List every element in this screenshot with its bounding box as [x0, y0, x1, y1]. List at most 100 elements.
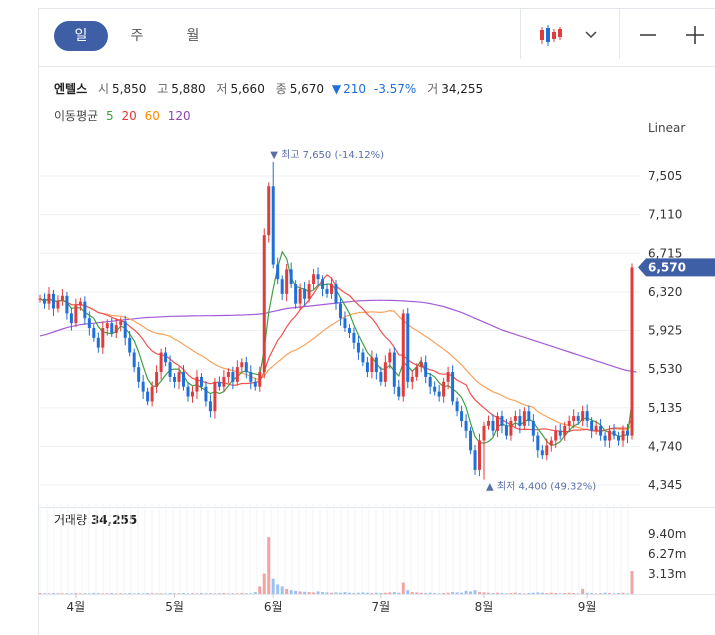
volume-bar: [123, 593, 127, 594]
volume-bar: [437, 593, 441, 594]
candle-body: [608, 430, 612, 441]
low-annotation: ▲ 최저 4,400 (49.32%): [486, 481, 596, 493]
volume-bar: [235, 593, 239, 594]
candle-body: [469, 430, 473, 451]
volume-y-tick-label: 6.27m: [648, 547, 686, 561]
tab-month[interactable]: 월: [186, 28, 200, 44]
candle-body: [495, 416, 499, 431]
y-tick-label: 5,135: [648, 401, 682, 415]
volume-bar: [199, 593, 203, 594]
volume-bar: [155, 593, 159, 594]
candle-body: [464, 420, 468, 431]
open-label: 시: [97, 82, 109, 96]
y-tick-label: 5,925: [648, 324, 682, 338]
volume-bar: [42, 593, 46, 594]
volume-bar: [303, 591, 307, 594]
volume-bar: [343, 592, 347, 594]
volume-bar: [217, 593, 221, 594]
candle-body: [132, 352, 136, 368]
volume-bar: [114, 593, 118, 594]
volume-bar: [56, 593, 60, 594]
candle-body: [491, 420, 495, 431]
tab-week[interactable]: 주: [130, 28, 144, 44]
candle-body: [65, 295, 69, 314]
candle-body: [370, 357, 374, 373]
candle-body: [419, 362, 423, 368]
quote-summary: 엔텔스 시 5,850 고 5,880 저 5,660 종 5,670 ▼ 210 -3.…: [54, 80, 483, 97]
x-tick-label: 6월: [264, 600, 283, 614]
volume-bar: [527, 593, 531, 594]
candle-body: [572, 416, 576, 421]
candle-body: [83, 301, 87, 319]
candle-body: [581, 411, 585, 421]
candle-body: [235, 367, 239, 382]
ma-20-label[interactable]: 20: [121, 109, 137, 123]
volume-bar: [433, 593, 437, 594]
volume-bar: [352, 593, 356, 594]
zoom-out-button[interactable]: [637, 22, 663, 48]
candle-body: [253, 381, 257, 387]
candle-body: [222, 376, 226, 387]
volume-bar: [307, 592, 311, 594]
volume-bar: [585, 592, 589, 594]
candle-body: [415, 367, 419, 377]
volume-bar: [576, 593, 580, 594]
y-tick-label: 7,505: [648, 169, 682, 183]
zoom-in-button[interactable]: [684, 22, 710, 48]
volume-bar: [419, 592, 423, 594]
candle-body: [356, 342, 360, 353]
candle-body: [361, 352, 365, 363]
candle-body: [51, 293, 55, 309]
volume-bar: [87, 593, 91, 594]
chart-type-selector[interactable]: [537, 22, 601, 48]
candle-body: [397, 386, 401, 397]
volume-bar: [401, 582, 405, 594]
volume-bar: [195, 593, 199, 594]
volume-bar: [549, 592, 553, 594]
volume-bar: [294, 590, 298, 594]
volume-bar: [83, 593, 87, 594]
x-axis-border: [38, 594, 715, 595]
candle-body: [536, 435, 540, 451]
volume-bar: [338, 592, 342, 594]
volume-bar: [410, 592, 414, 594]
ma-5-label[interactable]: 5: [106, 109, 114, 123]
volume-bar: [258, 586, 262, 594]
toolbar-bottom-border: [38, 66, 715, 67]
volume-bar: [141, 593, 145, 594]
volume-bar: [442, 593, 446, 594]
tab-day[interactable]: 일: [54, 21, 108, 51]
candle-body: [271, 186, 275, 265]
ma-120-label[interactable]: 120: [167, 109, 191, 123]
candle-body: [563, 425, 567, 436]
volume-bar: [478, 592, 482, 594]
volume-bar: [262, 573, 266, 594]
low-label: 저: [216, 82, 228, 96]
volume-bar: [267, 537, 271, 594]
ma-label: 이동평균: [54, 109, 99, 123]
candle-body: [164, 352, 168, 363]
volume-bar: [65, 593, 69, 594]
volume-bar: [500, 593, 504, 594]
volume-bar: [213, 593, 217, 594]
volume-bar: [168, 593, 172, 594]
y-tick-label: 6,320: [648, 285, 682, 299]
volume-bar: [78, 593, 82, 594]
volume-bar: [74, 593, 78, 594]
scale-mode-button[interactable]: Linear: [648, 121, 686, 135]
volume-bar: [159, 593, 163, 594]
ma-60-label[interactable]: 60: [144, 109, 160, 123]
candle-body: [549, 440, 553, 446]
volume-bar: [321, 592, 325, 594]
volume-bar: [276, 584, 280, 594]
x-tick-label: 7월: [372, 600, 391, 614]
volume-bar: [567, 592, 571, 594]
candle-body: [500, 416, 504, 426]
volume-bar: [119, 593, 123, 594]
x-tick-label: 4월: [67, 600, 86, 614]
candle-body: [392, 352, 396, 387]
volume-bar: [603, 592, 607, 594]
volume-bar: [563, 593, 567, 594]
volume-bar: [69, 593, 73, 594]
